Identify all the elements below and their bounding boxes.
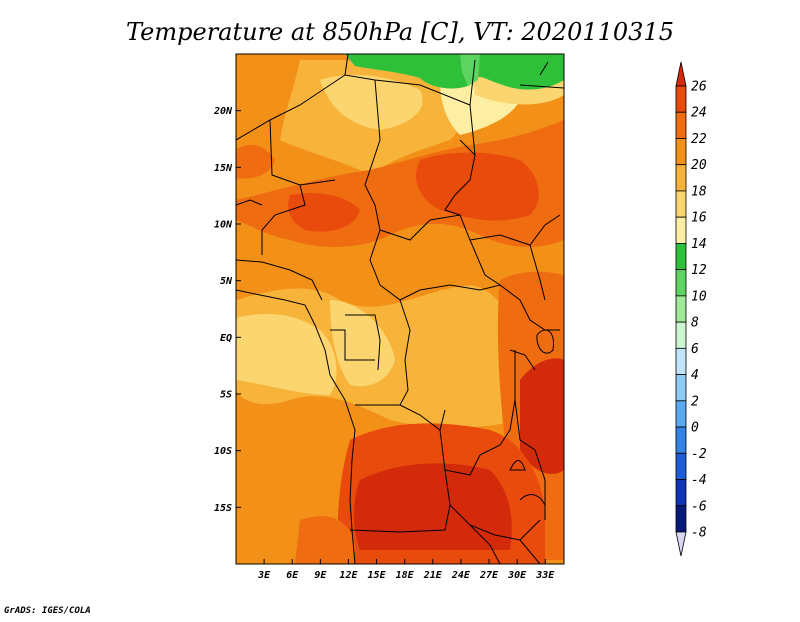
colorbar-swatch [675,400,687,428]
colorbar-swatch [675,347,687,375]
lat-tick-label: 5N [220,276,233,287]
colorbar-label: -4 [691,473,707,488]
colorbar-label: 4 [691,368,699,383]
colorbar-label: 10 [691,289,707,304]
colorbar-swatch [675,269,687,297]
colorbar-bottom-arrow [675,531,687,557]
colorbar-label: 6 [691,342,699,357]
temperature-field [236,54,564,564]
colorbar-swatch [675,111,687,139]
lon-tick-label: 21E [423,570,443,581]
colorbar-label: 12 [691,263,707,278]
lon-tick-label: 3E [257,570,271,581]
map-frame [235,53,565,565]
colorbar-label: 16 [691,211,707,226]
map-axes: 3E 6E 9E 12E 15E 18E 21E 24E 27E 30E 33E 20N 15N 10N 5… [213,106,555,581]
colorbar-swatch [675,164,687,192]
colorbar-label: -2 [691,447,707,462]
colorbar-swatch [675,295,687,323]
colorbar-label: 22 [691,132,707,147]
colorbar-label: 20 [691,158,707,173]
colorbar-swatch [675,374,687,402]
lat-tick-label: 5S [220,390,232,401]
lon-tick-label: 12E [339,570,358,581]
lon-tick-label: 30E [507,570,527,581]
lat-tick-label: 10N [214,220,233,231]
lon-tick-label: 18E [396,570,415,581]
colorbar-label: 8 [691,316,699,331]
lat-tick-label: 15S [214,503,232,514]
country-borders [236,54,564,564]
lat-tick-label: 10S [214,446,232,457]
lon-tick-label: 9E [314,570,327,581]
colorbar-swatch [675,85,687,113]
colorbar-swatch [675,452,687,480]
colorbar-label: -8 [691,526,707,541]
lon-tick-label: 24E [451,570,471,581]
colorbar-swatch [675,479,687,507]
colorbar-label: -6 [691,499,707,514]
colorbar-label: 24 [691,106,707,121]
lat-tick-label: 20N [213,106,233,117]
colorbar-label: 2 [691,394,699,409]
colorbar-swatch [675,426,687,454]
lon-tick-label: 33E [535,570,555,581]
lon-tick-label: 15E [368,570,387,581]
map-title: Temperature at 850hPa [C], VT: 202011031… [126,18,674,46]
lon-tick-label: 6E [286,570,299,581]
colorbar-top-arrow [675,61,687,87]
colorbar-swatch [675,505,687,533]
colorbar-swatch [675,321,687,349]
grads-credit: GrADS: IGES/COLA [4,606,91,616]
colorbar-label: 0 [691,421,699,436]
lat-tick-label: EQ [220,333,232,344]
colorbar-swatch [675,216,687,244]
colorbar-label: 26 [691,80,707,95]
lat-tick-label: 15N [214,163,233,174]
colorbar-label: 18 [691,184,707,199]
colorbar-label: 14 [691,237,707,252]
colorbar-swatch [675,243,687,271]
colorbar-swatch [675,138,687,166]
lon-tick-label: 27E [479,570,499,581]
colorbar-swatch [675,190,687,218]
